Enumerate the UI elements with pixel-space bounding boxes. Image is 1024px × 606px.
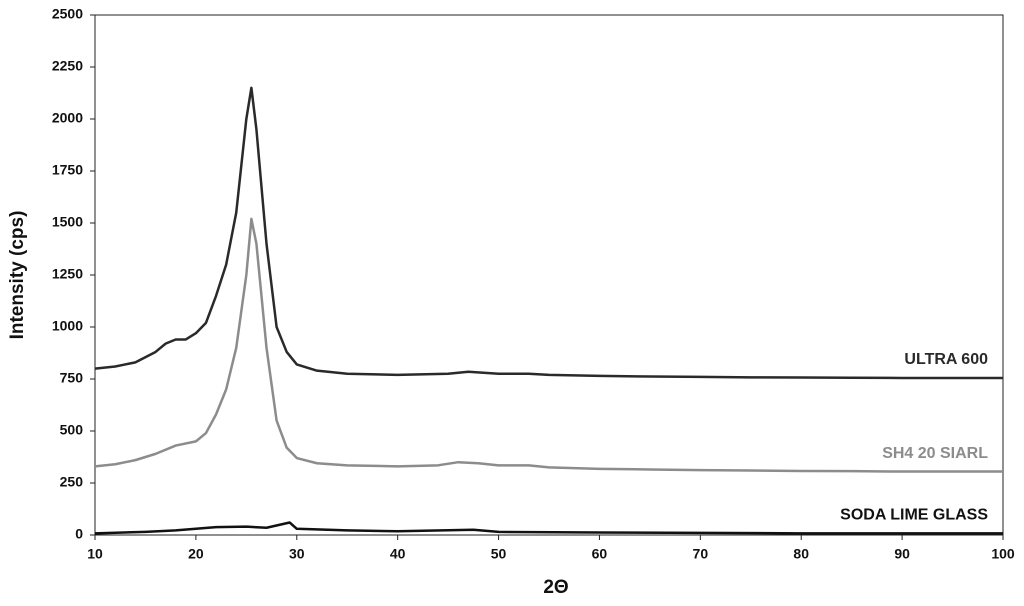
x-tick-label: 10 [87, 546, 103, 562]
y-tick-label: 2500 [52, 6, 83, 22]
series-line [94, 86, 1003, 380]
y-tick-label: 250 [60, 474, 84, 490]
y-tick-label: 500 [60, 422, 84, 438]
series-line [94, 217, 1003, 473]
series-label: SH4 20 SIARL [882, 445, 988, 462]
y-axis-label: Intensity (cps) [7, 211, 28, 340]
x-tick-label: 100 [991, 546, 1015, 562]
series-label: SODA LIME GLASS [840, 507, 988, 524]
series-label: ULTRA 600 [904, 351, 988, 368]
x-tick-label: 70 [693, 546, 709, 562]
x-tick-label: 50 [491, 546, 507, 562]
y-tick-label: 1500 [52, 214, 83, 230]
x-axis-label: 2Θ [543, 577, 568, 598]
y-tick-label: 0 [75, 526, 83, 542]
x-tick-label: 80 [793, 546, 809, 562]
y-tick-label: 1000 [52, 318, 83, 334]
y-tick-label: 1750 [52, 162, 83, 178]
series-line [94, 521, 1003, 535]
x-tick-label: 40 [390, 546, 406, 562]
x-tick-label: 20 [188, 546, 204, 562]
x-tick-label: 60 [592, 546, 608, 562]
plot-frame [94, 14, 1004, 536]
y-tick-label: 750 [60, 370, 84, 386]
x-tick-label: 90 [894, 546, 910, 562]
y-tick-label: 2000 [52, 110, 83, 126]
y-tick-label: 2250 [52, 58, 83, 74]
x-tick-label: 30 [289, 546, 305, 562]
y-tick-label: 1250 [52, 266, 83, 282]
